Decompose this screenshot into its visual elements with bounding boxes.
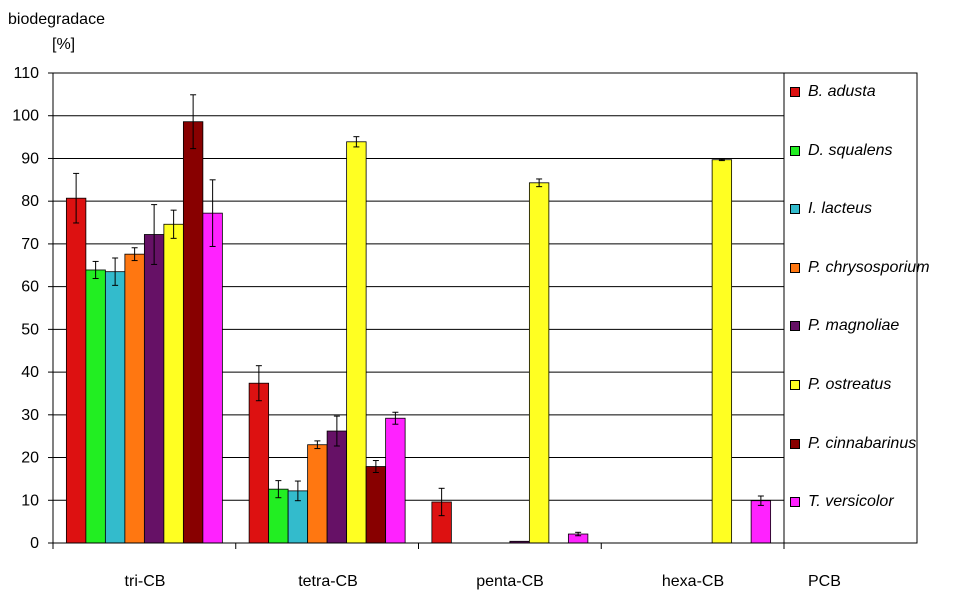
bar — [124, 253, 145, 544]
bar — [143, 234, 165, 544]
bar — [365, 466, 387, 544]
bar — [85, 269, 106, 544]
bar — [711, 159, 733, 544]
bar — [65, 197, 87, 544]
legend-label: P. chrysosporium — [808, 259, 930, 276]
legend-label: I. lacteus — [808, 200, 873, 217]
y-tick-label: 60 — [21, 279, 39, 296]
category-label: penta-CB — [476, 573, 544, 590]
category-label: tetra-CB — [298, 573, 358, 590]
bar — [385, 417, 406, 544]
category-label: hexa-CB — [661, 573, 725, 590]
legend-label: B. adusta — [808, 83, 876, 100]
y-tick-labels: 0 10 20 30 40 50 60 70 80 90 100 110 — [12, 65, 39, 552]
bars — [65, 94, 772, 544]
legend: B. adusta D. squalens I. lacteus P. chry… — [784, 73, 970, 543]
legend-swatch — [790, 497, 800, 507]
legend-label: P. magnoliae — [808, 317, 900, 334]
legend-label: P. cinnabarinus — [808, 435, 917, 452]
legend-swatch — [790, 146, 800, 156]
legend-item: D. squalens — [790, 141, 893, 161]
y-tick-label: 50 — [21, 321, 39, 338]
bar — [202, 212, 223, 544]
y-tick-label: 20 — [21, 450, 39, 467]
y-axis-label: biodegradace — [8, 11, 105, 28]
y-tick-label: 110 — [13, 65, 39, 82]
bar — [104, 271, 126, 544]
legend-item: T. versicolor — [790, 492, 894, 512]
legend-swatch — [790, 321, 800, 331]
bar — [182, 121, 204, 544]
legend-swatch — [790, 380, 800, 390]
y-tick-label: 0 — [30, 535, 39, 552]
legend-item: P. cinnabarinus — [790, 434, 916, 454]
legend-item: P. chrysosporium — [790, 258, 930, 278]
bar — [248, 382, 270, 544]
y-tick-label: 30 — [21, 407, 39, 424]
y-tick-label: 70 — [21, 236, 39, 253]
y-tick-label: 10 — [21, 492, 39, 509]
bar — [163, 223, 184, 544]
legend-item: P. magnoliae — [790, 316, 899, 336]
axes — [48, 72, 918, 549]
y-tick-label: 100 — [12, 108, 39, 125]
legend-label: T. versicolor — [808, 493, 894, 510]
bar — [346, 141, 367, 544]
bar — [307, 444, 328, 544]
bar — [528, 182, 550, 544]
legend-item: P. ostreatus — [790, 375, 891, 395]
legend-swatch — [790, 87, 800, 97]
y-tick-label: 80 — [21, 193, 39, 210]
legend-label: D. squalens — [808, 142, 893, 159]
y-tick-label: 90 — [21, 150, 39, 167]
bar — [750, 500, 772, 544]
legend-item: B. adusta — [790, 82, 876, 102]
x-axis-title: PCB — [808, 573, 841, 590]
legend-swatch — [790, 263, 800, 273]
y-axis-unit: [%] — [52, 36, 76, 53]
legend-item: I. lacteus — [790, 199, 872, 219]
y-tick-label: 40 — [21, 364, 39, 381]
category-label: tri-CB — [124, 573, 166, 590]
legend-swatch — [790, 204, 800, 214]
legend-swatch — [790, 439, 800, 449]
bar — [326, 430, 348, 544]
legend-label: P. ostreatus — [808, 376, 892, 393]
